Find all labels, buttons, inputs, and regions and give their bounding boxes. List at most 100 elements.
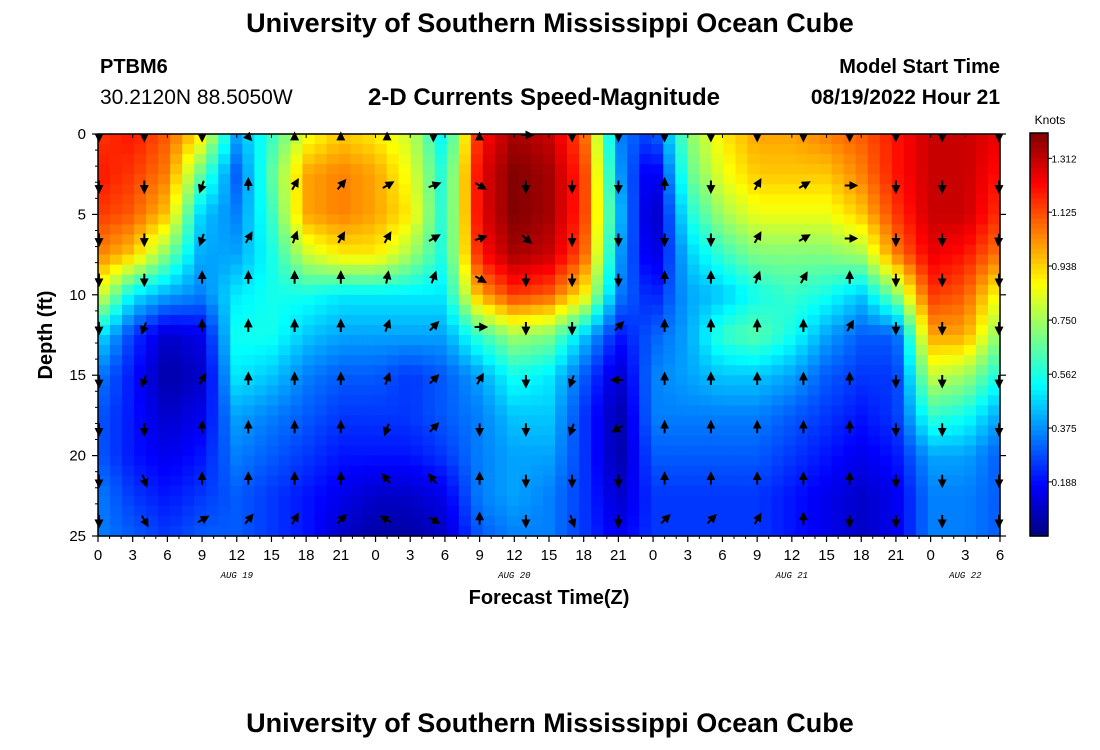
heatmap-cell [146,234,159,246]
heatmap-cell [651,304,664,316]
heatmap-cell [735,174,749,185]
heatmap-cell [579,445,592,457]
heatmap-cell [242,385,255,396]
heatmap-cell [963,495,977,507]
heatmap-cell [110,324,123,336]
colorbar-swatch [1030,279,1048,285]
heatmap-cell [530,144,544,155]
heatmap-cell [579,345,592,356]
heatmap-cell [651,455,664,467]
heatmap-cell [146,405,159,416]
heatmap-cell [639,184,652,195]
heatmap-cell [615,475,628,487]
heatmap-cell [158,324,171,336]
heatmap-cell [194,335,207,346]
heatmap-cell [506,395,520,406]
heatmap-cell [254,425,267,437]
heatmap-cell [326,264,340,276]
heatmap-cell [326,465,340,477]
heatmap-cell [494,194,508,205]
heatmap-cell [518,204,532,215]
heatmap-cell [362,415,376,427]
heatmap-cell [518,214,532,226]
heatmap-cell [615,154,628,165]
heatmap-cell [963,445,977,457]
heatmap-cell [266,475,279,487]
heatmap-cell [711,134,724,145]
heatmap-cell [579,294,592,306]
heatmap-cell [434,234,448,246]
heatmap-cell [639,445,652,457]
heatmap-cell [314,345,328,356]
heatmap-cell [771,355,785,366]
heatmap-cell [615,365,628,376]
heatmap-cell [98,214,111,226]
heatmap-cell [579,244,592,256]
heatmap-cell [927,385,941,396]
heatmap-cell [194,314,207,326]
heatmap-cell [975,144,989,155]
colorbar-swatch [1030,354,1048,361]
heatmap-cell [651,204,664,215]
heatmap-cell [663,455,676,467]
heatmap-cell [807,164,821,175]
heatmap-cell [518,144,532,155]
heatmap-cell [230,475,243,487]
heatmap-cell [278,395,292,406]
heatmap-cell [939,164,953,175]
heatmap-cell [302,274,316,286]
heatmap-cell [182,435,195,447]
heatmap-cell [807,284,821,296]
colorbar-swatch [1030,218,1048,225]
current-vector-arrow [474,274,488,284]
heatmap-cell [446,435,460,447]
colorbar-swatch [1030,299,1048,305]
heatmap-cell [879,254,893,266]
x-tick-label: 15 [263,547,280,564]
heatmap-cell [591,375,604,386]
heatmap-cell [735,134,749,145]
heatmap-cell [903,435,917,447]
heatmap-cell [711,505,724,517]
heatmap-cell [831,134,845,145]
heatmap-cell [807,224,821,236]
heatmap-cell [639,304,652,316]
current-vector-arrow [568,374,577,389]
heatmap-cell [362,314,376,326]
heatmap-cell [326,425,340,437]
heatmap-cell [122,455,135,467]
heatmap-cell [879,525,893,537]
colorbar-swatch [1030,505,1048,512]
heatmap-cell [795,505,809,517]
heatmap-cell [278,435,292,447]
heatmap-cell [915,324,929,336]
heatmap-cell [302,164,316,175]
heatmap-cell [639,144,652,155]
heatmap-cell [290,324,304,336]
heatmap-cell [939,294,953,306]
heatmap-cell [699,455,712,467]
heatmap-cell [783,154,797,165]
heatmap-cell [206,214,219,226]
heatmap-cell [915,244,929,256]
heatmap-cell [687,314,700,326]
heatmap-cell [867,445,881,457]
x-tick-label: 0 [926,547,934,564]
heatmap-cell [855,204,869,215]
heatmap-cell [879,134,893,145]
heatmap-cell [687,415,700,427]
heatmap-cell [410,174,424,185]
heatmap-cell [434,405,448,416]
heatmap-cell [398,304,412,316]
heatmap-cell [747,214,761,226]
heatmap-cell [723,395,737,406]
current-vector-arrow [660,513,671,525]
heatmap-cell [555,174,568,185]
heatmap-cell [615,254,628,266]
heatmap-cell [302,425,316,437]
heatmap-cell [158,284,171,296]
heatmap-cell [266,324,279,336]
heatmap-cell [278,475,292,487]
heatmap-cell [747,264,761,276]
heatmap-cell [747,294,761,306]
